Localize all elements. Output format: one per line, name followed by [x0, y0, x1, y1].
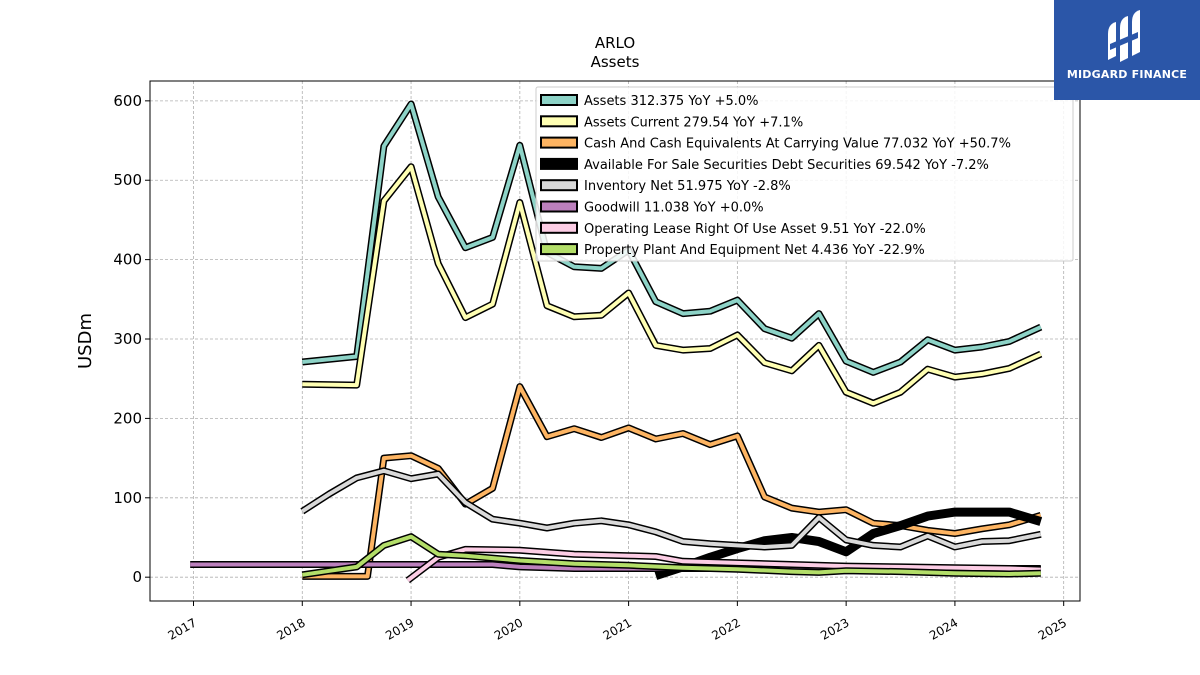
legend-swatch: [540, 200, 578, 213]
series-0: [301, 100, 1043, 376]
legend-label: Assets 312.375 YoY +5.0%: [584, 94, 759, 109]
legend-swatch: [540, 94, 578, 106]
y-axis-label: USDm: [75, 313, 96, 369]
series-1: [302, 163, 1043, 407]
series-group: [190, 100, 1043, 584]
legend-swatch: [540, 179, 578, 192]
y-tick-label: 200: [113, 409, 142, 427]
y-tick-label: 400: [113, 251, 142, 269]
series-line: [301, 468, 1042, 549]
y-tick-label: 0: [132, 568, 142, 586]
series-6: [405, 545, 1041, 584]
legend-frame: [535, 86, 1074, 262]
legend-swatch: [540, 221, 578, 234]
legend-label: Property Plant And Equipment Net 4.436 Y…: [584, 243, 925, 258]
brand-logo: MIDGARD FINANCE: [1054, 0, 1200, 100]
series-7: [301, 533, 1041, 579]
legend-label: Operating Lease Right Of Use Asset 9.51 …: [584, 222, 926, 237]
series-4: [300, 467, 1042, 551]
chart-subtitle: Assets: [591, 53, 640, 71]
series-line: [406, 547, 1041, 582]
x-tick-label: 2017: [166, 615, 199, 642]
x-tick-label: 2025: [1036, 615, 1069, 642]
x-tick-label: 2019: [383, 615, 416, 642]
logo-mark-icon: [1108, 10, 1140, 62]
plot-frame: [149, 80, 1081, 602]
x-tick-label: 2021: [601, 615, 634, 642]
chart-title: ARLO: [595, 34, 635, 52]
series-line: [302, 534, 1041, 577]
legend-swatch: [540, 157, 578, 170]
legend: Assets 312.375 YoY +5.0% Assets Current 2…: [535, 86, 1074, 262]
logo-text: MIDGARD FINANCE: [1066, 68, 1188, 81]
legend-label: Goodwill 11.038 YoY +0.0%: [584, 201, 764, 216]
x-tick-label: 2023: [818, 615, 851, 642]
legend-label: Cash And Cash Equivalents At Carrying Va…: [584, 137, 1011, 152]
y-tick-label: 300: [113, 330, 142, 348]
y-axis: 0 100 200 300 400 500 600: [113, 92, 150, 586]
y-tick-label: 100: [113, 489, 142, 507]
y-tick-label: 500: [113, 171, 142, 189]
series-line: [654, 507, 1043, 580]
legend-swatch: [540, 115, 578, 128]
x-axis: 2017 2018 2019 2020 2021 2022 2023 2024 2025: [166, 601, 1069, 643]
legend-swatch: [540, 243, 578, 256]
x-tick-label: 2018: [274, 615, 307, 642]
series-line: [302, 164, 1042, 406]
legend-label: Assets Current 279.54 YoY +7.1%: [584, 115, 803, 130]
x-tick-label: 2020: [492, 615, 525, 642]
legend-swatch: [540, 136, 578, 149]
series-2: [302, 383, 1042, 580]
x-tick-label: 2024: [927, 615, 960, 642]
x-tick-label: 2022: [709, 615, 742, 642]
legend-label: Available For Sale Securities Debt Secur…: [584, 158, 989, 173]
series-line: [302, 384, 1042, 579]
legend-label: Inventory Net 51.975 YoY -2.8%: [584, 179, 791, 194]
series-3: [654, 507, 1043, 580]
series-line: [302, 102, 1042, 375]
y-tick-label: 600: [113, 92, 142, 110]
